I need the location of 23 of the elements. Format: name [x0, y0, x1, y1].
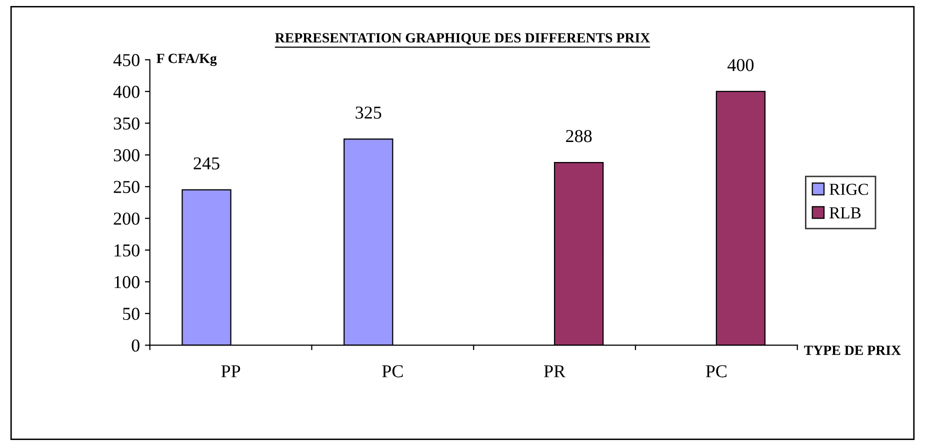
y-tick-label: 450 — [113, 54, 140, 66]
data-label: 400 — [728, 58, 754, 72]
y-tick-label: 150 — [114, 244, 140, 256]
x-tick-label: PR — [544, 365, 566, 378]
x-tick-label: PP — [221, 365, 240, 378]
y-tick-label: 200 — [114, 212, 140, 225]
x-tick-label: PC — [706, 365, 726, 378]
y-tick-label: 100 — [114, 276, 140, 288]
y-tick-label: 250 — [114, 180, 140, 194]
x-tick-label: PC — [382, 365, 403, 378]
legend-label: RLB — [829, 207, 861, 218]
y-tick-label: 350 — [114, 117, 140, 130]
x-axis-title: TYPE DE PRIX — [804, 346, 901, 355]
data-label: 288 — [566, 130, 592, 142]
y-tick-label: 300 — [114, 149, 140, 162]
data-label: 245 — [194, 157, 220, 170]
y-tick-label: 50 — [123, 308, 140, 320]
legend-label: RIGC — [829, 184, 868, 195]
y-tick-label: 0 — [132, 339, 140, 352]
y-tick-label: 400 — [113, 86, 140, 98]
y-axis-title: F CFA/Kg — [156, 54, 217, 66]
data-label: 325 — [356, 106, 382, 119]
chart-title: REPRESENTATION GRAPHIQUE DES DIFFERENTS PRIX — [275, 33, 650, 45]
